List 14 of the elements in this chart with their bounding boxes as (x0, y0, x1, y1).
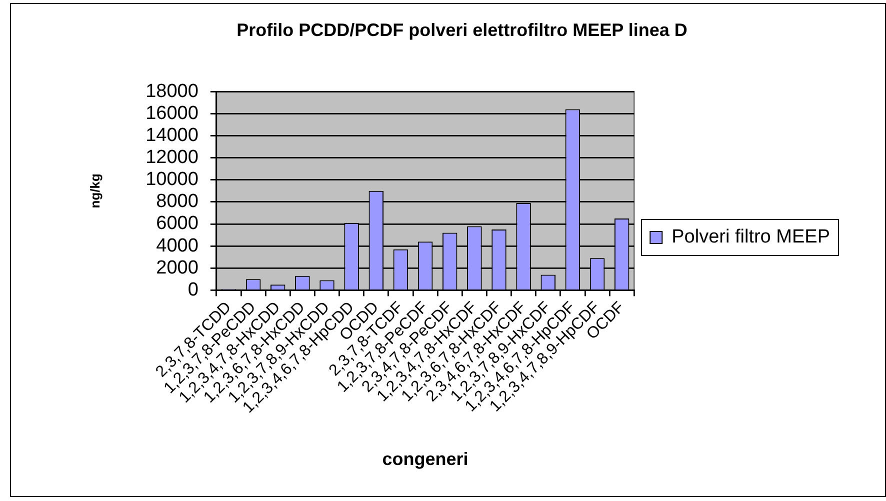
y-tick-label: 6000 (156, 213, 198, 234)
y-axis-title: ng/kg (87, 174, 102, 208)
y-tick-label: 16000 (146, 102, 198, 124)
y-tick-label: 2000 (156, 257, 198, 278)
y-tick-label: 12000 (146, 147, 198, 168)
y-tick-label: 4000 (156, 235, 198, 256)
chart-title: Profilo PCDD/PCDF polveri elettrofiltro MEEP linea D (236, 20, 688, 40)
y-tick-label: 10000 (146, 169, 198, 190)
y-tick-label: 8000 (156, 191, 198, 212)
y-tick-label: 18000 (146, 80, 198, 102)
y-tick-label: 0 (188, 279, 198, 300)
y-tick-label: 14000 (146, 124, 198, 146)
x-axis-title: congeneri (382, 449, 468, 470)
legend-label: Polveri filtro MEEP (672, 226, 830, 248)
